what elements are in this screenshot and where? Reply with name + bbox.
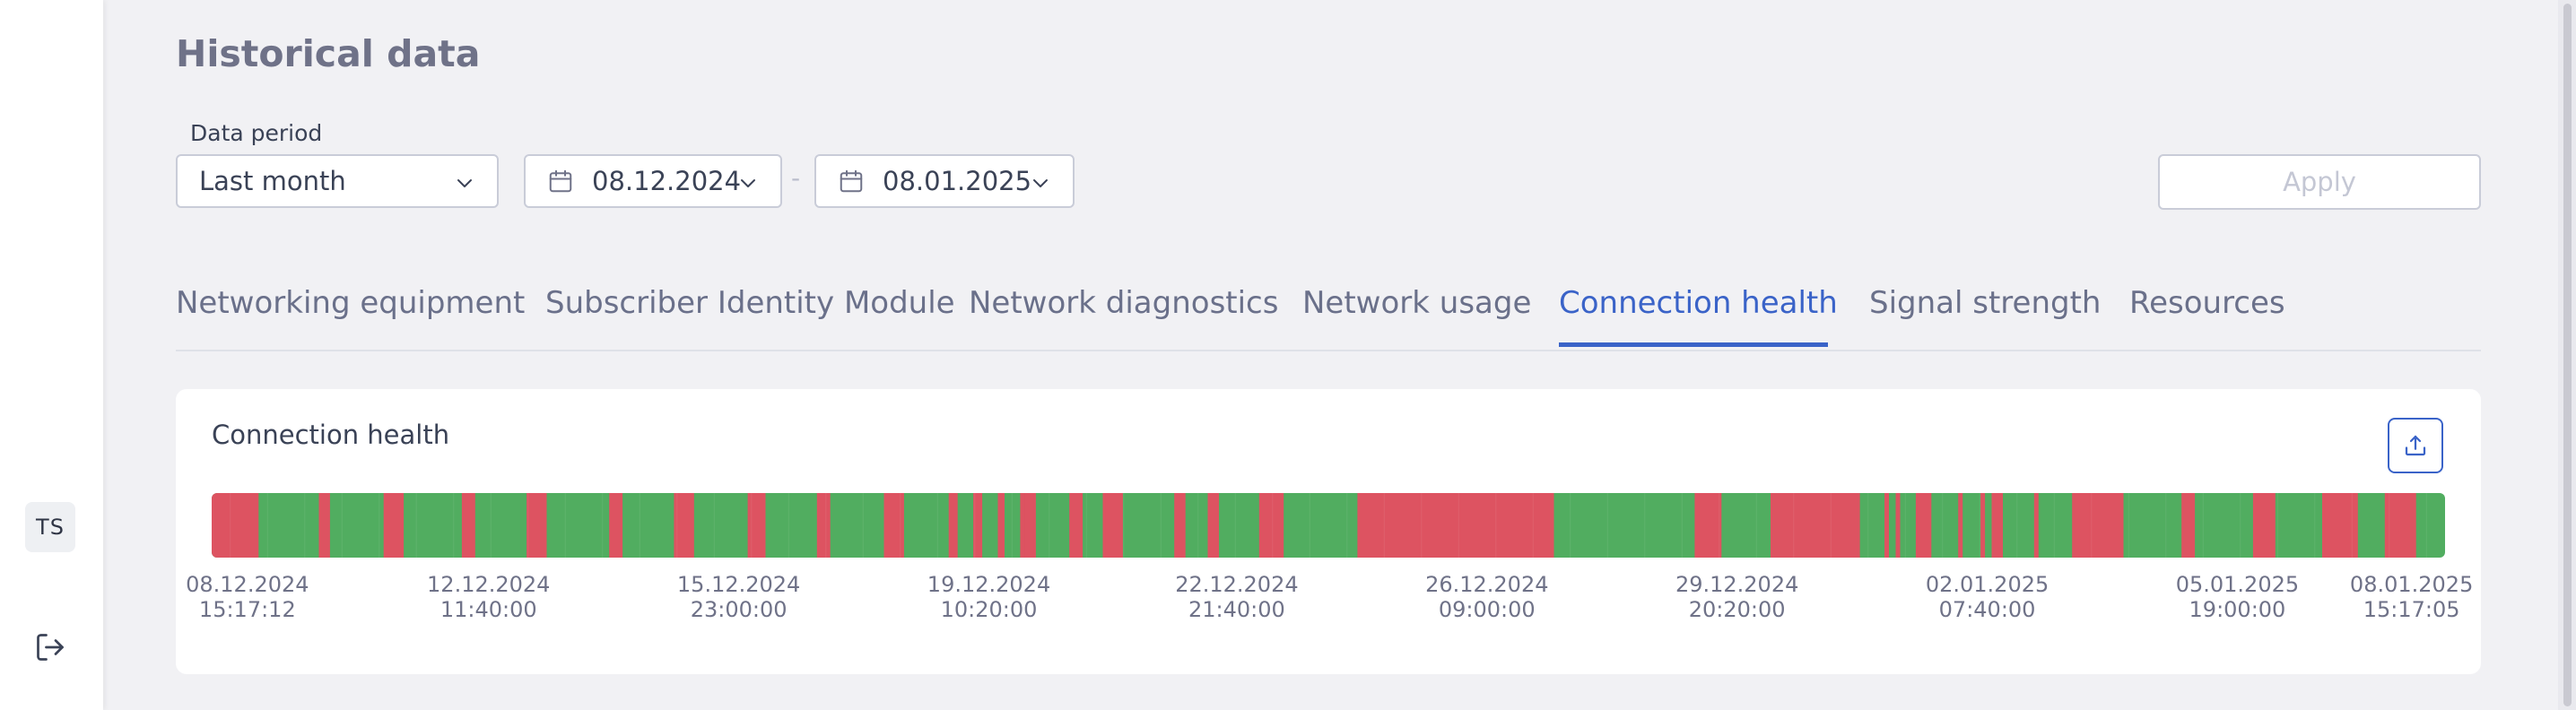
card-title: Connection health [212,420,450,450]
timeline-tick-label: 02.01.2025 07:40:00 [1926,572,2049,622]
timeline-segment-unhealthy[interactable] [383,493,405,558]
date-to-picker[interactable]: 08.01.2025 [814,154,1075,208]
calendar-icon [549,169,572,193]
timeline-segment-unhealthy[interactable] [747,493,766,558]
timeline-segment-unhealthy[interactable] [461,493,475,558]
tick-date: 26.12.2024 [1425,572,1549,597]
tab-networking-equipment[interactable]: Networking equipment [176,285,526,321]
tick-date: 02.01.2025 [1925,572,2049,597]
tick-time: 15:17:05 [2363,597,2460,622]
timeline-segment-unhealthy[interactable] [1069,493,1083,558]
data-period-select[interactable]: Last month [176,154,499,208]
tick-date: 08.01.2025 [2349,572,2474,597]
tick-time: 11:40:00 [439,597,537,622]
timeline-tick-label: 08.01.2025 15:17:05 [2350,572,2473,622]
timeline-segment-unhealthy[interactable] [997,493,1005,558]
sidebar: TS [0,0,103,710]
timeline-segment-unhealthy[interactable] [1915,493,1932,558]
tick-date: 05.01.2025 [2175,572,2300,597]
scrollbar-thumb[interactable] [2563,4,2572,706]
timeline-segment-unhealthy[interactable] [1357,493,1554,558]
timeline-segment-unhealthy[interactable] [948,493,958,558]
chevron-down-icon [457,179,472,187]
tick-time: 10:20:00 [940,597,1038,622]
tick-date: 12.12.2024 [427,572,551,597]
connection-health-timeline[interactable] [212,493,2445,558]
timeline-segment-unhealthy[interactable] [1771,493,1860,558]
timeline-segment-unhealthy[interactable] [2252,493,2276,558]
tick-time: 19:00:00 [2189,597,2286,622]
tab-connection-health[interactable]: Connection health [1559,285,1838,321]
tick-time: 21:40:00 [1188,597,1285,622]
page-title: Historical data [176,32,481,75]
timeline-segment-unhealthy[interactable] [973,493,983,558]
timeline-segment-unhealthy[interactable] [1258,493,1284,558]
tab-signal-strength[interactable]: Signal strength [1869,285,2102,321]
timeline-segment-unhealthy[interactable] [1884,493,1889,558]
timeline-segment-unhealthy[interactable] [1958,493,1963,558]
active-tab-indicator [1559,342,1828,347]
timeline-segment-unhealthy[interactable] [1174,493,1186,558]
tick-time: 09:00:00 [1438,597,1536,622]
timeline-chart [212,493,2427,558]
apply-button[interactable]: Apply [2158,154,2481,210]
timeline-segment-unhealthy[interactable] [2072,493,2124,558]
tab-subscriber-identity-module[interactable]: Subscriber Identity Module [545,285,955,321]
timeline-segment-unhealthy[interactable] [2181,493,2196,558]
timeline-segment-unhealthy[interactable] [2033,493,2039,558]
tick-date: 15.12.2024 [676,572,801,597]
timeline-tick-label: 19.12.2024 10:20:00 [927,572,1050,622]
date-from-picker[interactable]: 08.12.2024 [524,154,782,208]
timeline-segment-unhealthy[interactable] [609,493,623,558]
timeline-segment-unhealthy[interactable] [1024,493,1034,558]
logout-icon[interactable] [34,631,66,663]
tick-date: 22.12.2024 [1175,572,1299,597]
timeline-segment-unhealthy[interactable] [1694,493,1722,558]
timeline-segment-unhealthy[interactable] [2384,493,2416,558]
chevron-down-icon [1033,179,1048,187]
timeline-segment-unhealthy[interactable] [674,493,694,558]
timeline-segment-unhealthy[interactable] [883,493,904,558]
timeline-segment-unhealthy[interactable] [1980,493,1986,558]
timeline-tick-label: 12.12.2024 11:40:00 [427,572,550,622]
tab-network-diagnostics[interactable]: Network diagnostics [969,285,1279,321]
tick-time: 07:40:00 [1938,597,2036,622]
timeline-segment-unhealthy[interactable] [527,493,547,558]
date-from-value: 08.12.2024 [592,166,742,196]
tab-network-usage[interactable]: Network usage [1302,285,1532,321]
tab-bar: Networking equipment Subscriber Identity… [176,285,2481,351]
connection-health-card: Connection health 08.12.2024 15:17:12 12.1… [176,389,2481,674]
date-range-separator: - [791,163,801,193]
timeline-tick-label: 26.12.2024 09:00:00 [1425,572,1548,622]
tick-time: 15:17:12 [198,597,296,622]
tab-resources[interactable]: Resources [2129,285,2285,321]
tick-date: 29.12.2024 [1675,572,1799,597]
timeline-segment-unhealthy[interactable] [318,493,330,558]
page-scrollbar[interactable] [2558,0,2576,710]
timeline-tick-label: 08.12.2024 15:17:12 [186,572,309,622]
export-button[interactable] [2388,418,2443,473]
timeline-segment-unhealthy[interactable] [1991,493,2004,558]
avatar[interactable]: TS [25,502,75,552]
calendar-icon [840,169,863,193]
timeline-tick-label: 22.12.2024 21:40:00 [1175,572,1298,622]
timeline-segment-unhealthy[interactable] [1207,493,1220,558]
timeline-segment-unhealthy[interactable] [1895,493,1901,558]
tick-time: 20:20:00 [1688,597,1786,622]
tick-time: 23:00:00 [690,597,788,622]
chevron-down-icon [741,179,755,187]
date-to-value: 08.01.2025 [883,166,1032,196]
timeline-segment-unhealthy[interactable] [1102,493,1123,558]
export-icon [2405,435,2426,456]
timeline-tick-label: 29.12.2024 20:20:00 [1675,572,1798,622]
data-period-label: Data period [190,120,323,146]
timeline-tick-label: 15.12.2024 23:00:00 [677,572,800,622]
tick-date: 08.12.2024 [186,572,309,597]
timeline-segment-unhealthy[interactable] [816,493,831,558]
timeline-segment-unhealthy[interactable] [2322,493,2358,558]
timeline-segment-unhealthy[interactable] [212,493,259,558]
tick-date: 19.12.2024 [927,572,1051,597]
timeline-tick-label: 05.01.2025 19:00:00 [2176,572,2299,622]
data-period-value: Last month [199,166,346,196]
